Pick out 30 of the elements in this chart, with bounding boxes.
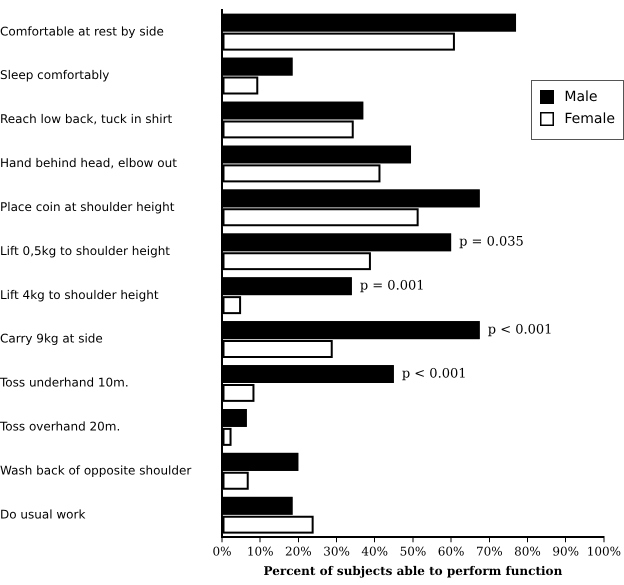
y-tick-label: Toss underhand 10m.: [0, 376, 129, 390]
y-tick-label: Lift 4kg to shoulder height: [0, 288, 159, 302]
y-tick-label: Comfortable at rest by side: [0, 24, 164, 38]
x-tick-label: 60%: [438, 544, 464, 559]
x-tick-label: 0%: [212, 544, 232, 559]
x-tick-label: 40%: [361, 544, 388, 559]
y-tick-label: Place coin at shoulder height: [0, 200, 175, 214]
y-tick-label: Reach low back, tuck in shirt: [0, 112, 173, 126]
x-tick-label: 20%: [285, 544, 312, 559]
x-tick-label: 70%: [476, 544, 503, 559]
y-tick-label: Lift 0,5kg to shoulder height: [0, 244, 170, 258]
y-tick-label: Do usual work: [0, 507, 86, 522]
y-tick-label: Hand behind head, elbow out: [0, 156, 178, 170]
annotation: p < 0.001: [402, 366, 467, 382]
annotation: p < 0.001: [488, 322, 552, 338]
y-tick-label: Wash back of opposite shoulder: [0, 463, 192, 478]
x-tick-label: 50%: [400, 544, 426, 559]
x-tick-label: 100%: [586, 544, 622, 559]
x-tick-label: 30%: [323, 544, 350, 559]
annotation: p = 0.035: [459, 234, 524, 250]
y-tick-label: Toss overhand 20m.: [0, 420, 120, 434]
y-tick-label: Carry 9kg at side: [0, 332, 103, 346]
x-tick-label: 80%: [514, 544, 541, 559]
legend-label: Female: [564, 111, 615, 127]
x-axis-title: Percent of subjects able to perform function: [264, 564, 563, 578]
x-tick-label: 10%: [246, 544, 274, 559]
x-tick-label: 90%: [552, 544, 579, 559]
y-tick-label: Sleep comfortably: [0, 68, 110, 82]
legend-label: Male: [564, 89, 598, 105]
annotation: p = 0.001: [360, 278, 425, 294]
